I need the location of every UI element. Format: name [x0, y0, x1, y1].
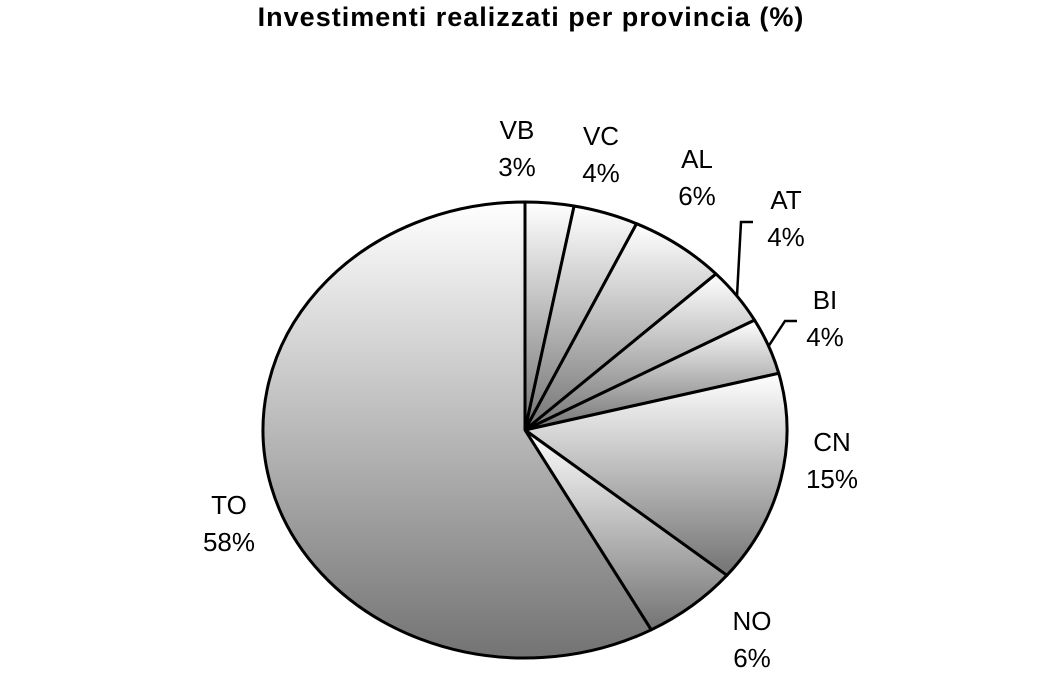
pie-slices: [261, 200, 789, 660]
slice-label-value-bi: 4%: [806, 322, 844, 352]
slice-label-value-to: 58%: [203, 527, 255, 557]
pie-slice-cn: [523, 371, 789, 577]
slice-label-category-cn: CN: [813, 427, 851, 457]
chart-title: Investimenti realizzati per provincia (%…: [257, 2, 805, 32]
slice-label-value-al: 6%: [678, 181, 716, 211]
slice-label-value-cn: 15%: [806, 464, 858, 494]
slice-label-category-vc: VC: [583, 121, 619, 151]
slice-label-category-to: TO: [211, 490, 247, 520]
slice-label-category-no: NO: [733, 606, 772, 636]
slice-label-value-vc: 4%: [582, 158, 620, 188]
pie-slice-to: [261, 200, 653, 660]
slice-labels: VB 3% VC 4% AL 6% AT 4% BI 4% CN 15% NO 6% TO 58%: [203, 115, 858, 673]
leader-line-at: [735, 220, 753, 297]
leader-line-bi: [767, 319, 797, 347]
slice-label-category-vb: VB: [500, 115, 535, 145]
slice-label-value-at: 4%: [767, 222, 805, 252]
slice-label-category-at: AT: [770, 185, 801, 215]
leader-lines: [735, 220, 797, 347]
slice-label-category-al: AL: [681, 144, 713, 174]
slice-label-value-vb: 3%: [498, 152, 536, 182]
slice-label-value-no: 6%: [733, 643, 771, 673]
slice-label-category-bi: BI: [813, 285, 838, 315]
